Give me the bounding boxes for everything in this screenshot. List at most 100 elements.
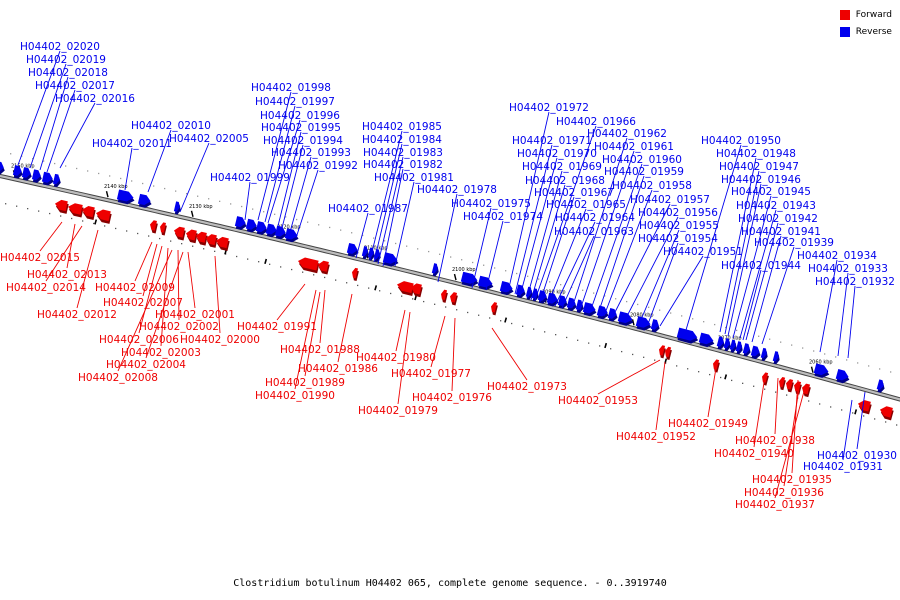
minor-tick	[384, 240, 386, 242]
reverse-gene-arrow-9	[234, 216, 247, 230]
minor-mark	[374, 285, 378, 291]
forward-gene-label-h04402_01979: H04402_01979	[358, 405, 438, 417]
minor-tick	[71, 217, 73, 220]
reverse-gene-label-h04402_01987-leader	[355, 212, 369, 259]
forward-gene-arrow-3-body	[95, 209, 111, 222]
forward-gene-label-h04402_01991-leader	[276, 283, 306, 321]
reverse-gene-arrow-34-body	[607, 308, 617, 319]
reverse-gene-label-h04402_01985: H04402_01985	[362, 121, 442, 133]
minor-tick	[802, 347, 804, 349]
minor-mark	[504, 317, 508, 323]
reverse-gene-label-h04402_01947: H04402_01947	[719, 161, 799, 173]
reverse-gene-label-h04402_01964-leader	[554, 221, 596, 307]
reverse-gene-label-h04402_02019-leader	[29, 63, 67, 169]
reverse-gene-arrow-32-body	[582, 302, 596, 314]
reverse-gene-arrow-13	[274, 225, 287, 240]
reverse-gene-label-h04402_02005-leader	[179, 142, 210, 213]
reverse-gene-arrow-50	[876, 379, 885, 393]
reverse-gene-arrow-12-body	[265, 223, 277, 235]
minor-tick	[258, 261, 260, 263]
reverse-gene-arrow-12	[265, 223, 278, 238]
minor-tick	[824, 353, 826, 355]
reverse-gene-label-h04402_01933: H04402_01933	[808, 263, 888, 275]
minor-tick	[643, 356, 645, 358]
reverse-gene-label-h04402_02010: H04402_02010	[131, 120, 211, 132]
reverse-gene-label-h04402_01998: H04402_01998	[251, 82, 331, 94]
reverse-gene-label-h04402_01961: H04402_01961	[594, 141, 674, 153]
reverse-gene-arrow-9-body	[234, 216, 246, 228]
minor-tick	[758, 335, 760, 337]
reverse-gene-arrow-47	[772, 351, 780, 365]
forward-gene-label-h04402_01936: H04402_01936	[744, 487, 824, 499]
reverse-gene-label-h04402_01962: H04402_01962	[587, 128, 667, 140]
minor-tick	[786, 394, 788, 396]
minor-tick	[153, 185, 155, 187]
reverse-gene-label-h04402_01967-leader	[539, 196, 575, 303]
reverse-gene-label-h04402_01957-leader	[611, 203, 671, 319]
reverse-gene-label-h04402_02005: H04402_02005	[169, 133, 249, 145]
forward-gene-arrow-7-body	[185, 229, 197, 241]
minor-tick	[54, 162, 56, 165]
forward-gene-arrow-10	[215, 236, 230, 251]
reverse-gene-label-h04402_01966-leader	[534, 125, 597, 301]
forward-gene-label-h04402_02012: H04402_02012	[37, 309, 117, 321]
reverse-gene-arrow-2-body	[21, 167, 31, 178]
minor-tick	[874, 418, 876, 420]
minor-tick	[351, 232, 353, 234]
forward-gene-label-h04402_01986: H04402_01986	[298, 363, 378, 375]
forward-gene-arrow-15	[410, 283, 423, 298]
reverse-gene-label-h04402_01994: H04402_01994	[263, 135, 343, 147]
minor-tick	[16, 205, 18, 207]
reverse-gene-arrow-39-body	[698, 332, 714, 345]
forward-gene-arrow-8	[196, 231, 208, 246]
reverse-gene-label-h04402_01955: H04402_01955	[639, 220, 719, 232]
reverse-gene-label-h04402_01956-leader	[624, 216, 679, 321]
reverse-gene-arrow-20-body	[431, 263, 438, 274]
scale-label: 2150 kbp	[11, 163, 35, 169]
minor-tick	[769, 338, 771, 340]
minor-tick	[742, 382, 744, 384]
minor-tick	[142, 182, 144, 185]
scale-label: 2090 kbp	[542, 290, 566, 296]
reverse-gene-arrow-43-body	[735, 341, 742, 352]
minor-tick	[775, 391, 777, 393]
reverse-gene-arrow-50-body	[876, 379, 884, 390]
reverse-gene-label-h04402_01993-leader	[289, 156, 312, 233]
forward-gene-label-h04402_01977-leader	[430, 315, 446, 368]
minor-tick	[120, 177, 122, 180]
forward-gene-label-h04402_02008: H04402_02008	[78, 372, 158, 384]
minor-tick	[296, 218, 298, 221]
minor-tick	[43, 160, 45, 162]
forward-gene-label-h04402_01935: H04402_01935	[752, 474, 832, 486]
minor-tick	[131, 180, 133, 182]
minor-tick	[753, 385, 755, 387]
forward-gene-label-h04402_02001: H04402_02001	[155, 309, 235, 321]
reverse-gene-arrow-14	[284, 228, 299, 243]
reverse-swatch-icon	[839, 27, 850, 37]
minor-tick	[109, 175, 111, 177]
reverse-gene-arrow-19-body	[382, 252, 398, 264]
reverse-gene-label-h04402_01951: H04402_01951	[663, 246, 743, 258]
reverse-gene-label-h04402_01954-leader	[647, 242, 679, 325]
reverse-gene-label-h04402_02020-leader	[17, 50, 61, 166]
minor-tick	[841, 409, 843, 411]
minor-tick	[494, 267, 496, 269]
minor-tick	[318, 224, 320, 226]
reverse-gene-label-h04402_01998-leader	[257, 91, 292, 221]
minor-tick	[456, 309, 458, 311]
reverse-gene-label-h04402_02019: H04402_02019	[26, 54, 106, 66]
reverse-gene-arrow-46-body	[760, 347, 767, 359]
forward-gene-arrow-13	[352, 267, 359, 281]
reverse-gene-label-h04402_01997: H04402_01997	[255, 96, 335, 108]
minor-tick	[819, 403, 821, 405]
reverse-gene-label-h04402_01992: H04402_01992	[278, 160, 358, 172]
minor-tick	[654, 359, 656, 361]
minor-tick	[115, 227, 117, 230]
minor-tick	[505, 270, 507, 272]
minor-tick	[703, 321, 705, 323]
minor-tick	[687, 368, 689, 370]
minor-tick	[632, 353, 634, 356]
reverse-gene-label-h04402_01950: H04402_01950	[701, 135, 781, 147]
genome-backbone-highlight	[0, 174, 900, 401]
